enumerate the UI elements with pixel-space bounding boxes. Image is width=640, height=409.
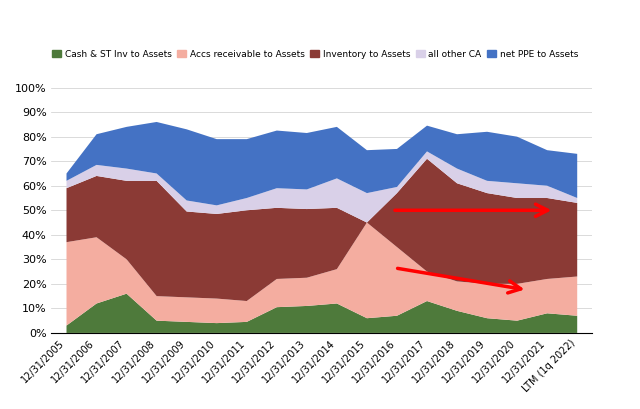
Legend: Cash & ST Inv to Assets, Accs receivable to Assets, Inventory to Assets, all oth: Cash & ST Inv to Assets, Accs receivable… xyxy=(51,48,580,61)
